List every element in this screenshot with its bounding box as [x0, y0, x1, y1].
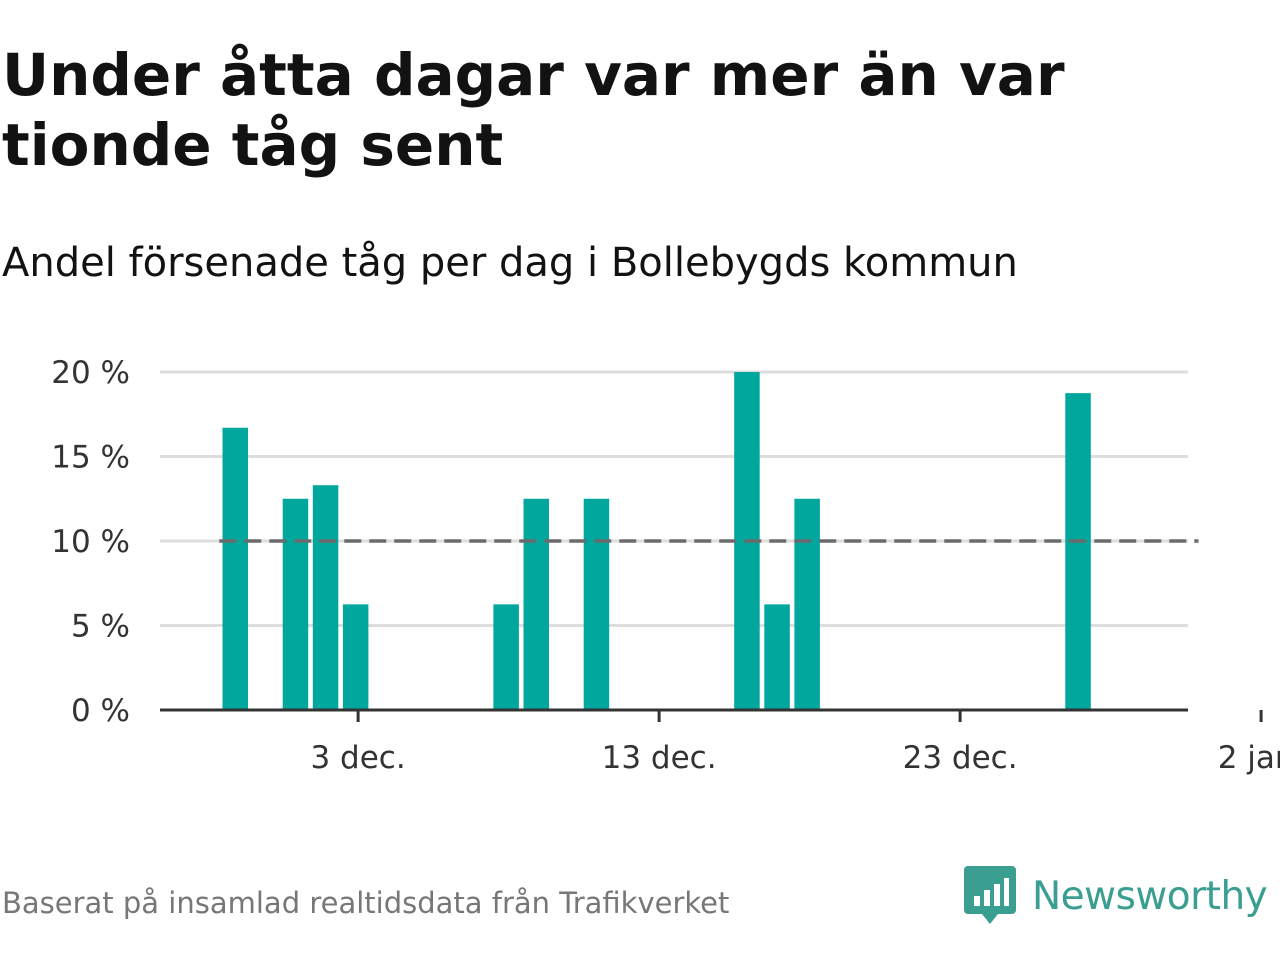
- chart-subtitle: Andel försenade tåg per dag i Bollebygds…: [2, 240, 1018, 286]
- bar: [523, 498, 549, 710]
- brand-name: Newsworthy: [1032, 873, 1268, 919]
- y-axis-labels: 0 % 5 % 10 % 15 % 20 %: [51, 355, 130, 729]
- bar: [493, 604, 519, 710]
- x-tick-label: 23 dec.: [903, 740, 1018, 776]
- bar: [764, 604, 790, 710]
- bar: [222, 427, 248, 710]
- y-tick-label: 20 %: [51, 355, 130, 391]
- y-tick-label: 0 %: [71, 693, 130, 729]
- x-tick-label: 2 jan.: [1218, 740, 1280, 776]
- y-tick-label: 10 %: [51, 524, 130, 560]
- y-tick-label: 15 %: [51, 440, 130, 476]
- bar: [583, 498, 610, 710]
- bar: [794, 498, 820, 710]
- chart-speech-bubble-icon: [964, 866, 1016, 924]
- x-tick-label: 3 dec.: [310, 740, 405, 776]
- bar: [1065, 393, 1091, 710]
- bar: [282, 498, 309, 710]
- bar: [312, 485, 339, 710]
- y-tick-label: 5 %: [71, 609, 130, 645]
- source-note: Baserat på insamlad realtidsdata från Tr…: [2, 886, 730, 920]
- x-axis: 3 dec. 13 dec. 23 dec. 2 jan.: [160, 708, 1280, 776]
- brand-logo: Newsworthy: [964, 866, 1268, 926]
- bar: [342, 604, 369, 710]
- chart-title: Under åtta dagar var mer än var tionde t…: [2, 41, 1065, 179]
- bar-chart: 0 % 5 % 10 % 15 % 20 % 3 dec. 13 dec. 23 dec. 2…: [51, 355, 1280, 776]
- x-tick-label: 13 dec.: [602, 740, 717, 776]
- bars: [222, 372, 1091, 710]
